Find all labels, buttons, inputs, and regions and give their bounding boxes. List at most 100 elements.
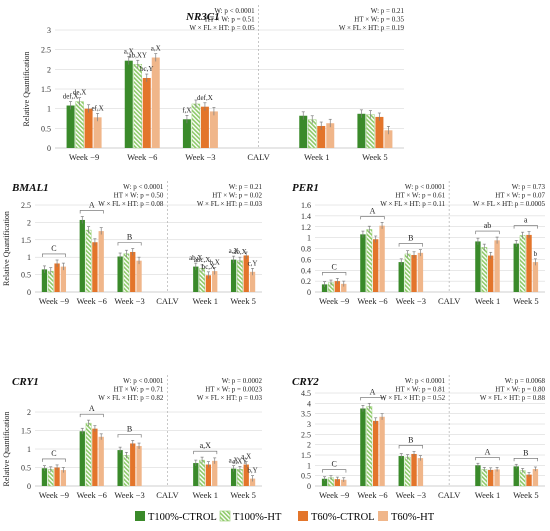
panel-3-bar — [411, 255, 417, 292]
panel-5-bar — [341, 479, 347, 486]
panel-1-bar — [299, 115, 308, 148]
panel-4-bar — [117, 450, 123, 486]
panel-2-bar — [243, 255, 249, 292]
panel-3-bar — [481, 247, 488, 293]
panel-2-bar — [92, 242, 98, 292]
panel-5-bar — [417, 458, 424, 486]
panel-5-title: CRY2 — [292, 376, 319, 388]
panel-3-bar — [373, 239, 379, 292]
panel-1-sig-letter: a,X — [124, 48, 134, 56]
panel-3-group-label: C — [331, 262, 336, 271]
panel-2-xtick-label: Week −6 — [77, 296, 107, 306]
panel-1-bar — [151, 57, 160, 148]
panel-3-stats-right: W: p = 0.73 — [512, 183, 546, 191]
panel-3-ytick-label: 1.4 — [301, 212, 311, 221]
panel-3-group-bracket — [475, 230, 500, 235]
panel-5-xtick-label: Week 5 — [513, 490, 539, 500]
panel-4-bar — [243, 464, 249, 486]
panel-5-bar — [334, 479, 341, 486]
panel-5-xtick-label: CALV — [438, 490, 461, 500]
panel-5-ytick-label: 0 — [307, 482, 311, 491]
panel-5-xtick-label: Week −6 — [357, 490, 387, 500]
legend: T100%-CTROL T100%-HT T60%-CTROL T60%-HT — [0, 506, 550, 526]
panel-2-ytick-label: 1.5 — [21, 236, 31, 245]
panel-4-xtick-label: Week 1 — [192, 490, 218, 500]
panel-4-sig-letter: b,Y — [247, 467, 257, 475]
panel-5-group-label: B — [408, 435, 413, 444]
panel-4-stats-right: HT × W: p = 0.0023 — [205, 386, 262, 394]
panel-4-bar — [98, 436, 104, 486]
panel-2-stats-left: W: p < 0.0001 — [123, 183, 164, 191]
panel-5-stats-left: W: p < 0.0001 — [405, 377, 446, 385]
panel-4-xtick-label: CALV — [156, 490, 179, 500]
panel-3-group-bracket — [513, 225, 538, 229]
panel-4-group-label: B — [127, 424, 132, 433]
panel-2-sig-letter: abc,X — [194, 256, 211, 264]
panel-2-group-bracket — [117, 242, 142, 246]
panel-4-bar — [199, 459, 205, 487]
panel-3-xtick-label: Week −3 — [396, 296, 426, 306]
panel-5-xtick-label: Week −9 — [319, 490, 349, 500]
panel-1-sig-letter: de,X — [73, 89, 86, 97]
panel-3-group-label: ab — [484, 221, 492, 230]
panel-2-bar — [237, 260, 243, 293]
panel-1-xtick-label: Week 5 — [362, 152, 388, 162]
panel-4-ytick-label: 0 — [27, 482, 31, 491]
panel-3-stats-right: W × FL × HT: p = 0.0005 — [473, 200, 546, 208]
panel-4-group-bracket — [117, 434, 142, 438]
panel-1-bar — [124, 60, 133, 148]
panel-3-group-bracket — [360, 216, 385, 220]
panel-1-bar — [142, 77, 151, 148]
panel-4-stats-left: HT × W: p = 0.71 — [114, 386, 164, 394]
panel-2-ytick-label: 2 — [27, 218, 31, 227]
legend-label-t100-ht: T100%-HT — [233, 512, 282, 523]
panel-2-bar — [85, 229, 92, 293]
panel-3-ytick-label: 0.2 — [301, 277, 311, 286]
panel-1-ytick-label: 3 — [47, 26, 51, 35]
panel-5-group-label: B — [523, 448, 528, 457]
panel-4-group-bracket — [79, 413, 104, 418]
panel-5-group-bracket — [398, 445, 423, 449]
panel-1-xtick-label: Week −9 — [69, 152, 99, 162]
panel-1-sig-letter: ab,XY — [129, 51, 147, 59]
legend-svg: T100%-CTROL T100%-HT T60%-CTROL T60%-HT — [135, 510, 435, 523]
panel-1-stats-left: W: p < 0.0001 — [214, 7, 255, 15]
panel-3-group-label: a — [524, 216, 528, 225]
panel-5-bar — [366, 406, 373, 487]
panel-2-bar — [117, 256, 123, 292]
panel-2-group-label: B — [127, 233, 132, 242]
panel-3-bar — [532, 262, 539, 292]
panel-3-bar — [417, 252, 424, 292]
panel-4-bar — [54, 467, 60, 486]
panel-1-xtick-label: Week −3 — [185, 152, 215, 162]
panel-2-bar — [199, 268, 205, 293]
panel-2-bar — [212, 271, 218, 292]
panel-2-xtick-label: Week −3 — [114, 296, 144, 306]
panel-4-ytick-label: 0.5 — [21, 464, 31, 473]
panel-4-bar — [193, 463, 199, 486]
panel-1-bar — [326, 123, 335, 148]
panel-3-bar — [526, 234, 532, 292]
panel-5-ytick-label: 1.5 — [301, 451, 311, 460]
panel-3-xtick-label: Week −6 — [357, 296, 387, 306]
panel-4-group-label: C — [51, 449, 56, 458]
panel-2-stats-right: W: p = 0.21 — [229, 183, 263, 191]
panel-5-group-bracket — [513, 458, 538, 462]
panel-3-bar — [334, 281, 341, 292]
panel-3-bar — [366, 229, 373, 293]
panel-5-group-bracket — [360, 397, 385, 401]
panel-4-group-bracket — [193, 450, 218, 455]
panel-1-bar — [200, 106, 209, 148]
panel-3-bar — [321, 284, 328, 292]
panel-4-bar — [60, 470, 67, 486]
panel-5-stats-right: W: p = 0.0068 — [505, 377, 546, 385]
panel-2-bar — [249, 271, 256, 292]
panel-1-bar — [375, 116, 384, 148]
panel-5-stats-left: HT × W: p = 0.81 — [395, 386, 445, 394]
panel-3-ytick-label: 0.6 — [301, 255, 311, 264]
legend-label-t60-ht: T60%-HT — [391, 512, 435, 523]
panel-1-bar — [209, 111, 218, 148]
panel-1-sig-letter: ef,X — [91, 104, 103, 112]
panel-2-bar — [98, 231, 104, 292]
panel-1-xtick-label: Week 1 — [304, 152, 330, 162]
